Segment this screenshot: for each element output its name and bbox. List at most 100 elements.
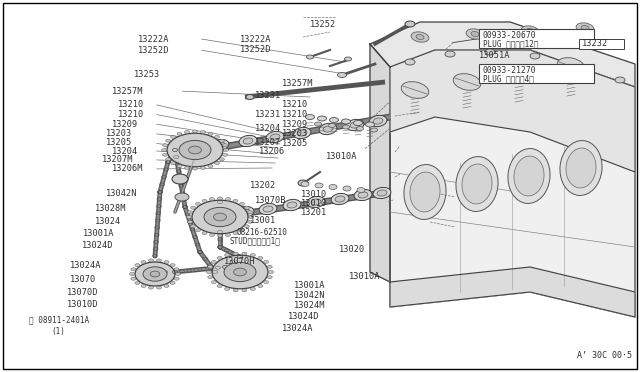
Ellipse shape xyxy=(164,285,169,288)
Ellipse shape xyxy=(248,211,252,214)
Ellipse shape xyxy=(167,133,223,167)
Ellipse shape xyxy=(233,289,238,292)
Ellipse shape xyxy=(220,139,225,142)
Ellipse shape xyxy=(129,273,134,276)
Ellipse shape xyxy=(143,267,167,281)
Text: 13010A: 13010A xyxy=(326,152,358,161)
Ellipse shape xyxy=(258,285,263,288)
Ellipse shape xyxy=(224,262,256,282)
Ellipse shape xyxy=(307,196,325,208)
Text: 13024: 13024 xyxy=(95,217,121,226)
Text: PLUG プラグ（4）: PLUG プラグ（4） xyxy=(483,74,534,83)
Ellipse shape xyxy=(177,132,182,135)
Text: 13232: 13232 xyxy=(582,39,609,48)
Ellipse shape xyxy=(214,213,227,221)
Ellipse shape xyxy=(225,288,230,291)
Ellipse shape xyxy=(186,215,191,218)
Text: 13222A: 13222A xyxy=(138,35,169,44)
Text: 13010D: 13010D xyxy=(67,300,99,309)
Ellipse shape xyxy=(530,53,540,59)
Text: 13202: 13202 xyxy=(250,182,276,190)
Text: 13210: 13210 xyxy=(118,110,145,119)
Ellipse shape xyxy=(244,206,250,209)
Ellipse shape xyxy=(135,264,140,267)
Ellipse shape xyxy=(214,135,220,138)
Ellipse shape xyxy=(188,220,193,223)
Ellipse shape xyxy=(148,259,154,262)
Text: 13231: 13231 xyxy=(255,91,281,100)
Ellipse shape xyxy=(283,199,301,211)
Ellipse shape xyxy=(242,289,247,292)
Ellipse shape xyxy=(163,153,168,156)
Ellipse shape xyxy=(357,187,365,192)
Bar xyxy=(479,64,594,83)
Text: 13209: 13209 xyxy=(112,120,138,129)
Text: 13010A: 13010A xyxy=(349,272,380,280)
Text: A’ 30C 00·5: A’ 30C 00·5 xyxy=(577,351,632,360)
Ellipse shape xyxy=(328,124,335,128)
Ellipse shape xyxy=(371,128,378,132)
Ellipse shape xyxy=(233,252,238,255)
Ellipse shape xyxy=(208,132,213,135)
Polygon shape xyxy=(370,22,635,87)
Ellipse shape xyxy=(485,49,495,55)
Ellipse shape xyxy=(330,118,339,122)
Ellipse shape xyxy=(250,254,255,257)
Text: 13001A: 13001A xyxy=(294,281,326,290)
Ellipse shape xyxy=(246,94,254,99)
Ellipse shape xyxy=(514,156,544,196)
Ellipse shape xyxy=(175,273,180,276)
Ellipse shape xyxy=(581,25,589,31)
Ellipse shape xyxy=(508,148,550,203)
Ellipse shape xyxy=(270,134,280,140)
Ellipse shape xyxy=(239,135,257,147)
Ellipse shape xyxy=(335,196,345,202)
Ellipse shape xyxy=(171,135,175,138)
Text: 13209: 13209 xyxy=(282,120,308,129)
Text: 13070H: 13070H xyxy=(224,257,255,266)
Ellipse shape xyxy=(369,115,387,126)
Ellipse shape xyxy=(208,276,212,279)
Ellipse shape xyxy=(175,193,189,201)
Ellipse shape xyxy=(225,198,230,201)
Ellipse shape xyxy=(202,232,207,235)
Text: 13210: 13210 xyxy=(282,110,308,119)
Ellipse shape xyxy=(174,277,179,280)
Text: 00933-21270: 00933-21270 xyxy=(483,66,536,75)
Ellipse shape xyxy=(263,206,273,212)
Ellipse shape xyxy=(236,206,254,218)
Ellipse shape xyxy=(177,164,182,168)
Ellipse shape xyxy=(405,21,415,27)
Ellipse shape xyxy=(358,192,368,198)
Ellipse shape xyxy=(410,172,440,212)
Text: 13203: 13203 xyxy=(106,129,132,138)
Text: 13253: 13253 xyxy=(134,70,161,79)
Ellipse shape xyxy=(161,148,166,151)
Ellipse shape xyxy=(208,164,213,168)
Ellipse shape xyxy=(356,126,364,131)
Ellipse shape xyxy=(191,206,196,209)
Ellipse shape xyxy=(163,144,168,147)
Ellipse shape xyxy=(212,255,268,289)
Text: 13207: 13207 xyxy=(255,138,281,147)
Ellipse shape xyxy=(193,167,198,170)
Ellipse shape xyxy=(172,174,188,184)
Ellipse shape xyxy=(225,254,230,257)
Ellipse shape xyxy=(204,208,236,227)
Ellipse shape xyxy=(141,260,146,263)
Text: 13020: 13020 xyxy=(339,245,365,254)
Ellipse shape xyxy=(234,268,246,276)
Ellipse shape xyxy=(401,81,429,98)
Ellipse shape xyxy=(526,28,534,33)
Ellipse shape xyxy=(131,268,136,271)
Ellipse shape xyxy=(233,199,238,202)
Ellipse shape xyxy=(377,190,387,196)
Ellipse shape xyxy=(170,281,175,284)
Ellipse shape xyxy=(157,286,161,289)
Ellipse shape xyxy=(170,264,175,267)
Ellipse shape xyxy=(258,256,263,259)
Text: 13024M: 13024M xyxy=(294,301,326,310)
Text: 13001A: 13001A xyxy=(83,229,115,238)
Text: ⓓ 08911-2401A: ⓓ 08911-2401A xyxy=(29,315,90,324)
Text: 13010: 13010 xyxy=(301,190,327,199)
